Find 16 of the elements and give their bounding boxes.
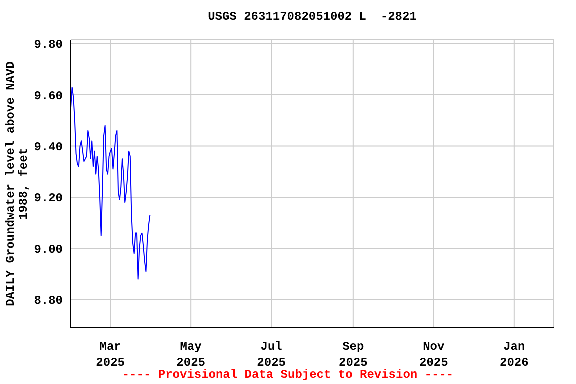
text: ---- Provisional Data Subject to Revision ---- bbox=[122, 368, 454, 382]
line-series bbox=[71, 86, 151, 280]
chart-title: USGS 263117082051002 L -2821 bbox=[207, 10, 418, 24]
y-tick-label: 9.80 bbox=[34, 38, 63, 52]
y-tick-label: 9.60 bbox=[34, 89, 63, 104]
x-tick-label: Nov 2025 bbox=[420, 340, 448, 370]
y-axis-title: DAILY Groundwater level above NAVD 1988, feet bbox=[4, 62, 31, 306]
x-tick-label: Mar 2025 bbox=[96, 340, 125, 370]
x-tick-label: Sep 2025 bbox=[339, 340, 368, 370]
y-tick-label: 9.40 bbox=[34, 140, 63, 154]
y-tick-label: 9.20 bbox=[34, 192, 63, 206]
y-tick-label: 8.80 bbox=[34, 294, 63, 308]
x-tick-label: Jan 2026 bbox=[500, 340, 529, 370]
y-tick-label: 9.00 bbox=[34, 242, 63, 257]
x-tick-label: May 2025 bbox=[176, 340, 206, 370]
x-tick-label: Jul 2025 bbox=[257, 340, 286, 370]
